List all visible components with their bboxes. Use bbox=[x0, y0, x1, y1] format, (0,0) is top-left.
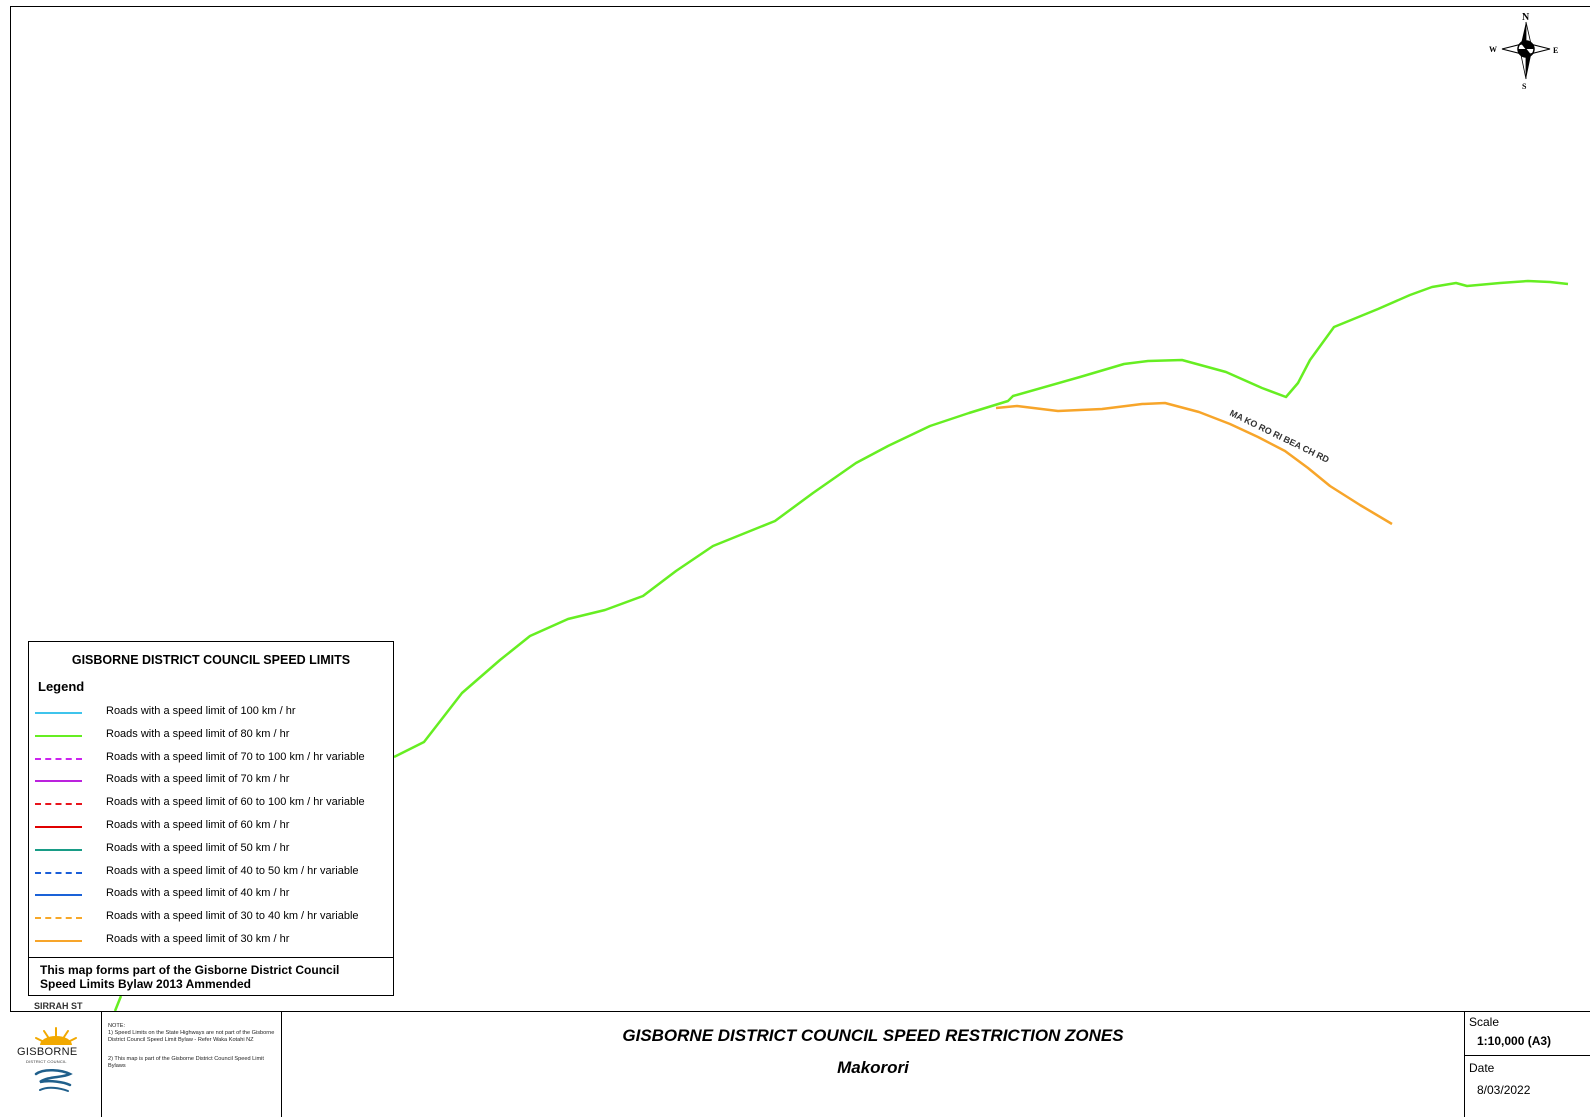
legend-item: Roads with a speed limit of 40 km / hr bbox=[29, 886, 393, 904]
logo-wordmark: GISBORNE bbox=[17, 1046, 78, 1058]
council-logo: GISBORNE DISTRICT COUNCIL bbox=[10, 1012, 102, 1117]
note-2: 2) This map is part of the Gisborne Dist… bbox=[108, 1056, 264, 1069]
compass-s-label: S bbox=[1522, 82, 1527, 91]
legend-item-label: Roads with a speed limit of 40 km / hr bbox=[106, 887, 290, 900]
legend-swatch-icon bbox=[35, 871, 82, 874]
legend-item: Roads with a speed limit of 50 km / hr bbox=[29, 841, 393, 859]
date-label: Date bbox=[1469, 1061, 1495, 1075]
legend-item-label: Roads with a speed limit of 70 km / hr bbox=[106, 773, 290, 786]
legend-item-label: Roads with a speed limit of 30 to 40 km … bbox=[106, 910, 359, 923]
legend-swatch-icon bbox=[35, 712, 82, 714]
legend-item: Roads with a speed limit of 70 to 100 km… bbox=[29, 750, 393, 768]
legend-item-label: Roads with a speed limit of 60 km / hr bbox=[106, 819, 290, 831]
map-frame bbox=[10, 6, 1590, 1116]
road-sirrah-st[interactable] bbox=[113, 995, 123, 1012]
legend-item: Roads with a speed limit of 30 km / hr bbox=[29, 932, 393, 950]
legend-item: Roads with a speed limit of 40 to 50 km … bbox=[29, 864, 393, 882]
legend-swatch-icon bbox=[35, 757, 82, 760]
info-divider bbox=[1465, 1055, 1590, 1056]
legend-heading: Legend bbox=[38, 679, 85, 694]
bylaw-note: This map forms part of the Gisborne Dist… bbox=[40, 963, 339, 991]
road-label-makorori-beach-rd: MA KO RO RI BEA CH RD bbox=[1228, 408, 1331, 465]
logo-subtext: DISTRICT COUNCIL bbox=[26, 1059, 67, 1064]
legend-swatch-icon bbox=[35, 734, 82, 737]
legend-item-label: Roads with a speed limit of 100 km / hr bbox=[106, 705, 296, 717]
legend-swatch-icon bbox=[35, 803, 82, 806]
legend-swatch-icon bbox=[35, 780, 82, 783]
legend-item: Roads with a speed limit of 100 km / hr bbox=[29, 704, 393, 722]
legend-item-label: Roads with a speed limit of 60 to 100 km… bbox=[106, 796, 365, 809]
legend-item-label: Roads with a speed limit of 30 km / hr bbox=[106, 933, 290, 945]
bylaw-note-line-1: This map forms part of the Gisborne Dist… bbox=[40, 963, 340, 977]
compass-n-label: N bbox=[1522, 12, 1530, 23]
legend-item: Roads with a speed limit of 30 to 40 km … bbox=[29, 909, 393, 927]
north-arrow-icon: N S W E bbox=[1489, 12, 1558, 91]
notes-box: NOTE: 1) Speed Limits on the State Highw… bbox=[102, 1012, 282, 1117]
scale-label: Scale bbox=[1469, 1015, 1500, 1029]
compass-w-label: W bbox=[1489, 45, 1497, 54]
legend-item: Roads with a speed limit of 60 to 100 km… bbox=[29, 795, 393, 813]
note-heading: NOTE: bbox=[108, 1023, 126, 1029]
scale-date-box: Scale 1:10,000 (A3) Date 8/03/2022 bbox=[1464, 1012, 1590, 1117]
road-label-sirrah-st: SIRRAH ST bbox=[34, 1001, 83, 1011]
road-80kmh[interactable] bbox=[393, 279, 1569, 759]
legend-swatch-icon bbox=[35, 826, 82, 828]
compass-e-label: E bbox=[1553, 46, 1558, 55]
legend-panel: GISBORNE DISTRICT COUNCIL SPEED LIMITS L… bbox=[28, 641, 394, 996]
legend-item-label: Roads with a speed limit of 50 km / hr bbox=[106, 841, 290, 854]
legend-footer: This map forms part of the Gisborne Dist… bbox=[29, 957, 393, 997]
note-1: 1) Speed Limits on the State Highways ar… bbox=[108, 1030, 275, 1043]
legend-item: Roads with a speed limit of 80 km / hr bbox=[29, 727, 393, 745]
title-block: GISBORNE DISTRICT COUNCIL NOTE: 1) Speed… bbox=[10, 1011, 1590, 1117]
legend-swatch-icon bbox=[35, 894, 82, 897]
legend-swatch-icon bbox=[35, 848, 82, 851]
legend-item-label: Roads with a speed limit of 70 to 100 km… bbox=[106, 750, 365, 763]
road-30kmh[interactable] bbox=[995, 401, 1393, 526]
sun-logo-icon bbox=[34, 1027, 77, 1092]
legend-item: Roads with a speed limit of 60 km / hr bbox=[29, 818, 393, 836]
legend-item-label: Roads with a speed limit of 40 to 50 km … bbox=[106, 864, 359, 877]
legend-title: GISBORNE DISTRICT COUNCIL SPEED LIMITS bbox=[71, 653, 351, 667]
scale-value: 1:10,000 (A3) bbox=[1477, 1034, 1552, 1048]
map-title: GISBORNE DISTRICT COUNCIL SPEED RESTRICT… bbox=[622, 1026, 1124, 1045]
legend-item-label: Roads with a speed limit of 80 km / hr bbox=[106, 727, 290, 740]
legend-item: Roads with a speed limit of 70 km / hr bbox=[29, 772, 393, 790]
date-value: 8/03/2022 bbox=[1477, 1083, 1531, 1097]
map-subtitle: Makorori bbox=[837, 1058, 909, 1077]
legend-swatch-icon bbox=[35, 917, 82, 920]
legend-swatch-icon bbox=[35, 940, 82, 942]
bylaw-note-line-2: Speed Limits Bylaw 2013 Ammended bbox=[40, 977, 251, 991]
